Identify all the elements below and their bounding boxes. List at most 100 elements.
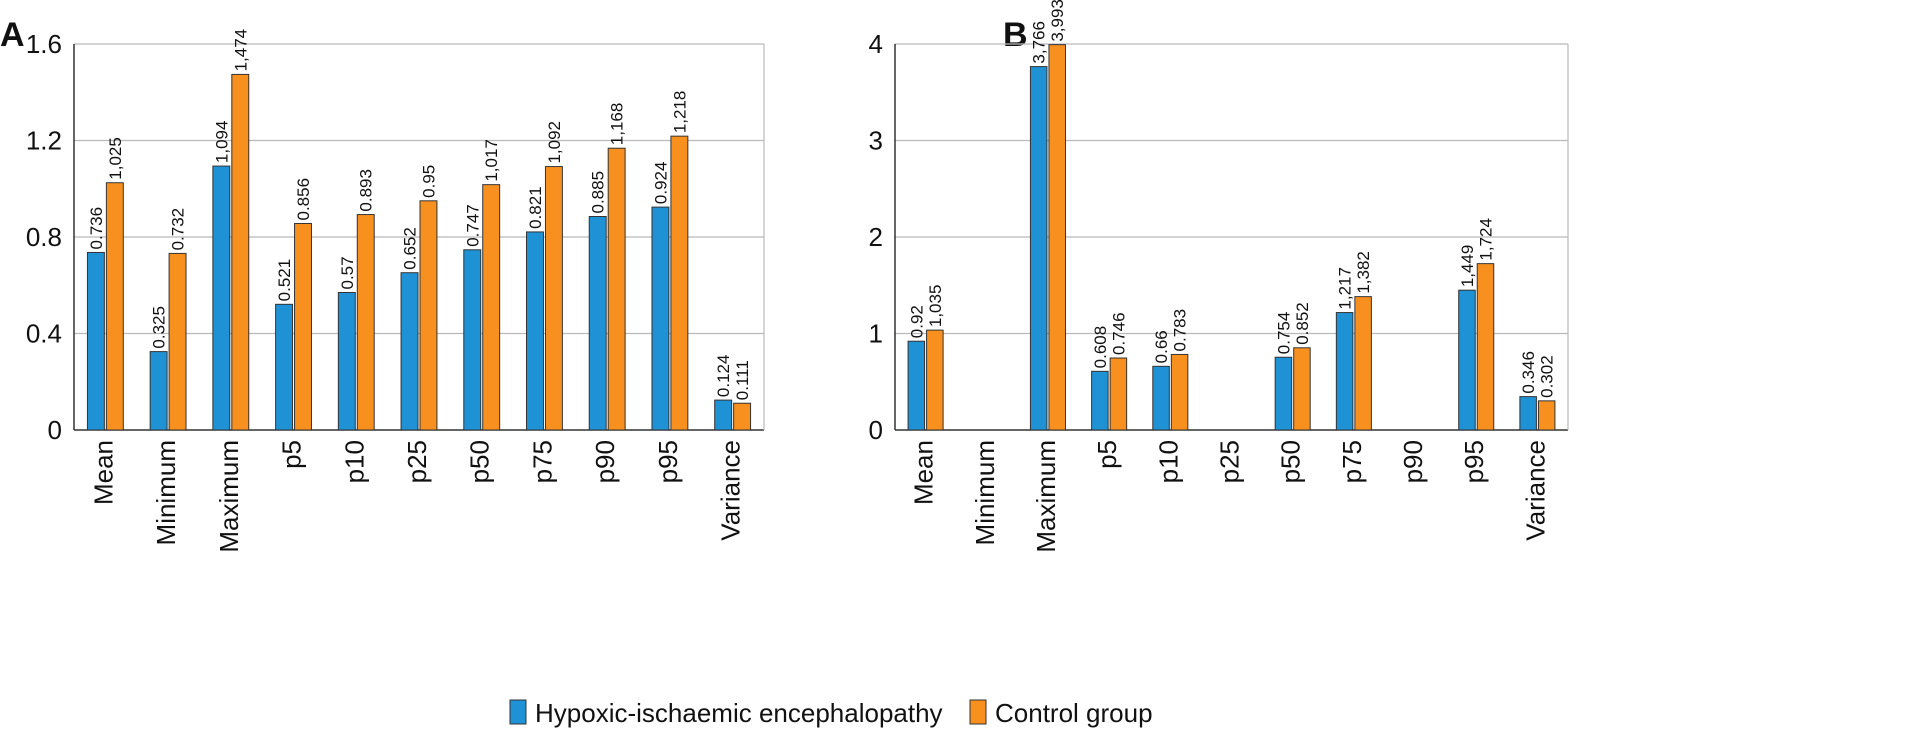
panel-b-bar-hie <box>1029 66 1048 431</box>
panel-b-chart: 0 1 2 3 4 Mean 0.92 1,035 Minimum Maximum 3,7663,9… <box>869 0 1569 553</box>
panel-b-data-label: 1,724 <box>1476 218 1495 261</box>
panel-b-data-label: 3,993 <box>1048 0 1067 42</box>
panel-a-bar-hie <box>86 251 105 431</box>
panel-b-bar-hie <box>1274 356 1293 431</box>
panel-b-y-tick-label: 2 <box>869 222 883 252</box>
panel-b-x-tick-label: p75 <box>1337 440 1367 483</box>
panel-a-bar-hie <box>651 206 670 431</box>
panel-a-data-label: 0.821 <box>526 186 545 229</box>
panel-b-data-label: 0.746 <box>1109 312 1128 355</box>
panel-a-x-tick-label: p10 <box>339 440 369 483</box>
panel-a-data-label: 0.856 <box>294 178 313 221</box>
panel-b-bar-hie <box>1458 289 1476 431</box>
panel-b-data-label: 0.302 <box>1538 355 1557 398</box>
panel-b-bar-control <box>1476 263 1495 431</box>
panel-b-letter: B <box>1003 16 1028 54</box>
panel-a-bar-hie <box>400 272 419 431</box>
panel-a-y-tick-label: 0.4 <box>26 319 62 349</box>
panel-a-x-tick-label: p25 <box>402 440 432 483</box>
panel-b-bar-hie <box>907 340 926 431</box>
panel-a-data-label: 0.124 <box>714 355 733 398</box>
panel-b-data-label: 3,766 <box>1030 21 1049 64</box>
panel-b-x-tick-label: Variance <box>1520 440 1550 541</box>
panel-b-x-tick-label: p25 <box>1215 440 1245 483</box>
panel-a-data-label: 1,017 <box>482 139 501 182</box>
panel-b-x-tick-label: p10 <box>1153 440 1183 483</box>
panel-b-y-tick-label: 4 <box>869 29 883 59</box>
panel-b-bar-control <box>1293 347 1311 431</box>
panel-a-data-label: 0.924 <box>651 162 670 205</box>
panel-a-x-tick-label: p50 <box>465 440 495 483</box>
panel-b-data-label: 1,217 <box>1336 267 1355 310</box>
panel-a-data-label: 1,094 <box>212 121 231 164</box>
panel-b-x-tick-label: p90 <box>1398 440 1428 483</box>
panel-a-bar-hie <box>212 165 231 431</box>
panel-b-bar-control <box>1170 353 1189 431</box>
panel-a-y-tick-label: 0.8 <box>26 222 62 252</box>
panel-b-bar-hie <box>1335 312 1354 431</box>
panel-b-data-label: 1,035 <box>926 285 945 328</box>
panel-a-data-label: 0.521 <box>275 259 294 302</box>
panel-a-letter: A <box>0 16 25 54</box>
panel-b-x-tick-label: p95 <box>1459 440 1489 483</box>
panel-a-data-label: 1,168 <box>608 103 627 146</box>
panel-a-data-label: 0.732 <box>169 208 188 251</box>
panel-a-bar-control <box>356 214 375 431</box>
panel-b-bar-hie <box>1519 396 1537 431</box>
panel-b-data-label: 1,449 <box>1458 245 1477 288</box>
panel-b-data-label: 0.754 <box>1274 312 1293 355</box>
panel-a-x-tick-label: Mean <box>88 440 118 505</box>
panel-a-data-label: 0.325 <box>150 306 169 349</box>
panel-b-x-tick-label: p5 <box>1092 440 1122 469</box>
panel-b-bar-control <box>926 329 944 431</box>
panel-a-bar-control <box>544 166 563 431</box>
panel-a-x-tick-label: p90 <box>590 440 620 483</box>
panel-a-data-label: 0.111 <box>733 360 752 400</box>
panel-a-bar-hie <box>337 291 356 431</box>
panel-b-bar-control <box>1354 296 1372 431</box>
panel-a-data-label: 1,218 <box>670 91 689 134</box>
panel-b-data-label: 1,382 <box>1354 251 1373 294</box>
panel-a-bar-control <box>419 200 438 431</box>
panel-a-bar-hie <box>463 249 482 431</box>
panel-a-bar-hie <box>149 351 168 431</box>
panel-b-y-tick-label: 1 <box>869 319 883 349</box>
panel-a-data-label: 0.893 <box>357 169 376 212</box>
panel-a-bar-control <box>482 184 501 431</box>
panel-a-bar-hie <box>526 231 544 431</box>
panel-b-bar-hie <box>1152 365 1170 431</box>
panel-a-bar-control <box>733 402 752 431</box>
panel-b-y-tick-label: 0 <box>869 415 883 445</box>
panel-a-bar-control <box>294 222 312 431</box>
panel-a-data-label: 0.95 <box>419 165 438 198</box>
panel-a-bar-control <box>168 252 187 431</box>
panel-b-data-label: 0.608 <box>1091 326 1110 369</box>
panel-b-data-label: 0.346 <box>1519 351 1538 394</box>
panel-a-data-label: 1,092 <box>545 121 564 164</box>
panel-b-data-label: 0.66 <box>1152 330 1171 363</box>
panel-a-x-tick-label: p75 <box>527 440 557 483</box>
panel-a-bar-control <box>670 135 689 431</box>
panel-a-bar-hie <box>588 215 607 431</box>
panel-a-bar-hie <box>275 303 294 431</box>
panel-a-x-tick-label: Minimum <box>151 440 181 545</box>
panel-a-data-label: 0.885 <box>589 171 608 214</box>
panel-a-bar-control <box>607 147 626 431</box>
legend-swatch-control <box>969 699 987 725</box>
panel-a-bar-hie <box>714 399 733 431</box>
panel-b-bar-hie <box>1091 370 1109 431</box>
panel-b-bar-control <box>1048 44 1066 431</box>
panel-a-y-tick-label: 1.2 <box>26 126 62 156</box>
panel-b-data-label: 0.852 <box>1293 302 1312 345</box>
panel-b-x-tick-label: Maximum <box>1031 440 1061 553</box>
legend-label-control: Control group <box>995 698 1153 728</box>
panel-b-x-tick-label: p50 <box>1276 440 1306 483</box>
legend-label-hie: Hypoxic-ischaemic encephalopathy <box>535 698 943 728</box>
legend-swatch-hie <box>509 699 527 725</box>
panel-a-data-label: 1,474 <box>231 29 250 72</box>
panel-a-x-tick-label: Variance <box>716 440 746 541</box>
panel-a-bar-control <box>105 182 124 431</box>
panel-b-x-tick-label: Minimum <box>970 440 1000 545</box>
panel-b-data-label: 0.92 <box>907 305 926 338</box>
